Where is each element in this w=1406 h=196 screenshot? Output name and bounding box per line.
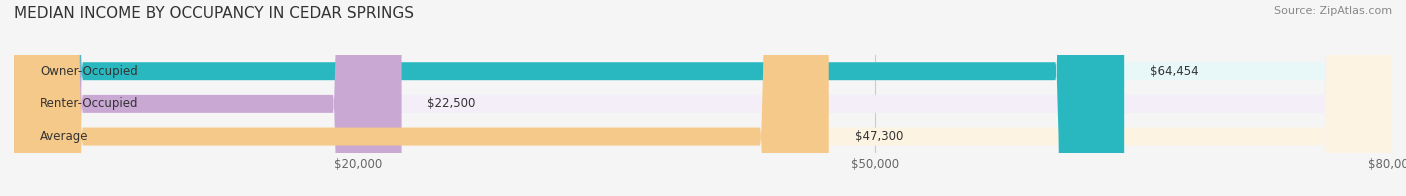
Text: Renter-Occupied: Renter-Occupied [39, 97, 138, 110]
FancyBboxPatch shape [14, 0, 1392, 196]
FancyBboxPatch shape [14, 0, 402, 196]
Text: $64,454: $64,454 [1150, 65, 1199, 78]
FancyBboxPatch shape [14, 0, 1125, 196]
Text: Owner-Occupied: Owner-Occupied [39, 65, 138, 78]
Text: Source: ZipAtlas.com: Source: ZipAtlas.com [1274, 6, 1392, 16]
FancyBboxPatch shape [14, 0, 1392, 196]
Text: $47,300: $47,300 [855, 130, 903, 143]
FancyBboxPatch shape [14, 0, 1392, 196]
Text: MEDIAN INCOME BY OCCUPANCY IN CEDAR SPRINGS: MEDIAN INCOME BY OCCUPANCY IN CEDAR SPRI… [14, 6, 413, 21]
Text: $22,500: $22,500 [427, 97, 475, 110]
FancyBboxPatch shape [14, 0, 828, 196]
Text: Average: Average [39, 130, 89, 143]
